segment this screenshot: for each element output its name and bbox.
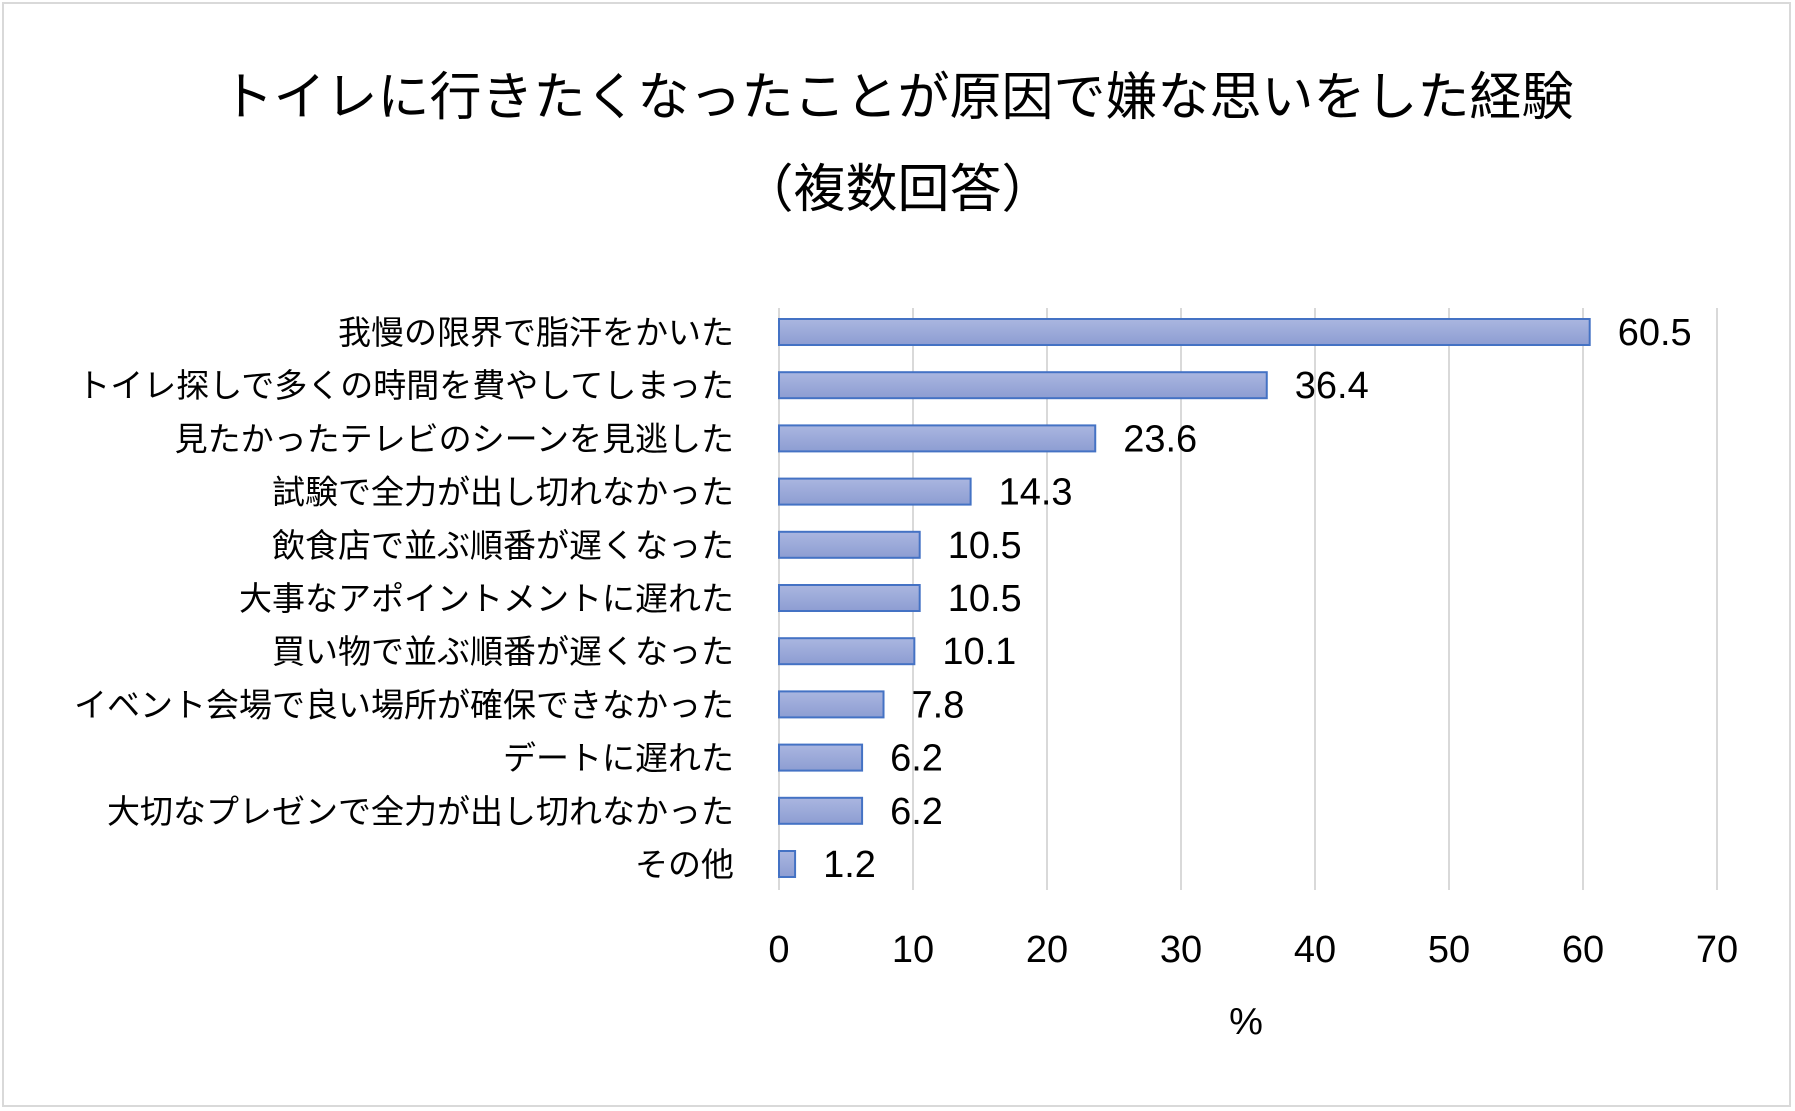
category-label: 大事なアポイントメントに遅れた bbox=[239, 579, 734, 618]
value-label: 6.2 bbox=[890, 738, 943, 780]
value-label: 60.5 bbox=[1618, 312, 1692, 354]
labels: 0 10 20 30 40 50 60 70% 我慢の限界で脂汗をかいた 60.5 トイレ探しで多く… bbox=[74, 312, 1738, 1043]
value-label: 7.8 bbox=[912, 684, 965, 726]
value-label: 1.2 bbox=[823, 844, 876, 886]
category-label: トイレ探しで多くの時間を費やしてしまった bbox=[77, 366, 734, 405]
bar bbox=[778, 530, 921, 559]
chart-title-line-2: （複数回答） bbox=[741, 160, 1054, 220]
value-label: 10.5 bbox=[948, 525, 1022, 567]
category-label: 大切なプレゼンで全力が出し切れなかった bbox=[107, 792, 734, 831]
bar bbox=[778, 424, 1097, 453]
x-tick-label: 50 bbox=[1428, 929, 1470, 971]
bar bbox=[778, 850, 797, 878]
x-tick-label: 40 bbox=[1294, 929, 1336, 971]
category-label: デートに遅れた bbox=[503, 739, 734, 778]
value-label: 10.1 bbox=[942, 631, 1016, 673]
bar bbox=[778, 371, 1268, 400]
category-label: イベント会場で良い場所が確保できなかった bbox=[74, 685, 734, 724]
chart-title: トイレに行きたくなったことが原因で嫌な思いをした経験 （複数回答） bbox=[0, 52, 1795, 236]
category-label: 飲食店で並ぶ順番が遅くなった bbox=[272, 526, 734, 565]
bars bbox=[778, 318, 1591, 878]
x-tick-label: 60 bbox=[1562, 929, 1604, 971]
x-tick-label: 0 bbox=[768, 929, 789, 971]
x-tick-label: 20 bbox=[1026, 929, 1068, 971]
x-tick-label: 10 bbox=[892, 929, 934, 971]
value-label: 23.6 bbox=[1123, 418, 1197, 460]
category-label: 試験で全力が出し切れなかった bbox=[272, 473, 734, 512]
bar bbox=[778, 584, 921, 612]
bar bbox=[778, 690, 885, 719]
category-label: 見たかったテレビのシーンを見逃した bbox=[175, 419, 734, 458]
bar bbox=[778, 637, 916, 666]
value-label: 14.3 bbox=[999, 472, 1073, 514]
value-label: 10.5 bbox=[948, 578, 1022, 620]
chart-title-line-1: トイレに行きたくなったことが原因で嫌な思いをした経験 bbox=[221, 68, 1574, 128]
category-label: 買い物で並ぶ順番が遅くなった bbox=[272, 632, 734, 671]
bar bbox=[778, 318, 1591, 346]
gridlines bbox=[778, 308, 1718, 890]
x-tick-label: 30 bbox=[1160, 929, 1202, 971]
bar bbox=[778, 796, 864, 825]
category-label: 我慢の限界で脂汗をかいた bbox=[338, 313, 734, 352]
value-label: 6.2 bbox=[890, 791, 943, 833]
bar bbox=[778, 743, 864, 772]
x-axis-title: % bbox=[1229, 1001, 1263, 1043]
bar bbox=[778, 477, 972, 506]
value-label: 36.4 bbox=[1295, 365, 1369, 407]
category-label: その他 bbox=[635, 845, 734, 884]
x-tick-label: 70 bbox=[1696, 929, 1738, 971]
